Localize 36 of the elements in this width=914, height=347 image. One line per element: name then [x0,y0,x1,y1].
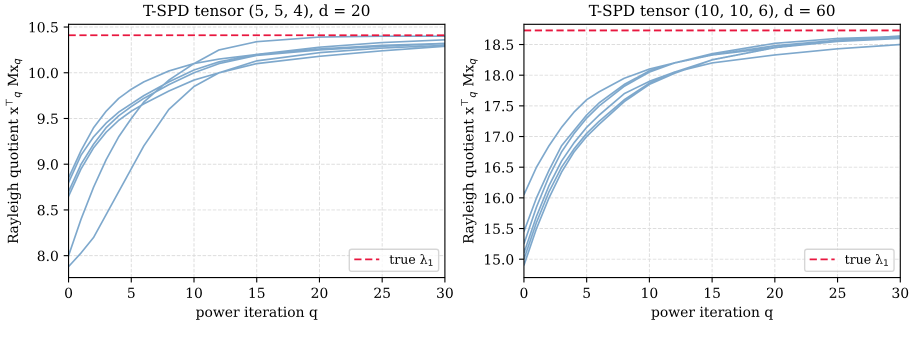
x-tick-label: 15 [250,288,264,298]
x-tick-label: 30 [892,288,908,298]
y-tick-label: 15.5 [484,224,514,234]
y-tick-label: 8.0 [38,250,58,262]
x-tick-label: 15 [704,288,720,298]
x-tick-label: 0 [65,288,72,298]
x-tick-label: 25 [830,288,846,298]
y-axis-title: Rayleigh quotient x$^{⊤}$$_{q}$ Mx$_{q}$ [6,58,22,244]
x-tick-label: 0 [520,288,528,298]
y-tick-label: 10.0 [30,68,58,78]
legend-label: true λ$_{1}$ [390,254,432,266]
y-tick-label: 17.0 [484,132,514,142]
y-tick-label: 17.5 [484,100,514,112]
x-tick-label: 10 [642,288,658,298]
x-axis-title: power iteration q [651,306,773,320]
y-tick-label: 9.0 [38,159,58,170]
x-tick-label: 20 [312,288,328,298]
x-axis-title: power iteration q [196,306,318,320]
chart-title: T-SPD tensor (5, 5, 4), d = 20 [143,4,370,18]
y-tick-label: 16.0 [484,192,514,204]
y-tick-label: 8.5 [38,204,58,216]
y-tick-label: 9.5 [38,113,58,124]
x-tick-label: 5 [583,288,590,298]
x-tick-label: 20 [766,288,783,298]
y-tick-label: 10.5 [30,22,58,33]
legend-label: true λ$_{1}$ [845,254,888,266]
x-tick-label: 25 [374,288,390,298]
y-tick-label: 16.5 [484,162,514,173]
y-tick-label: 18.5 [484,40,514,50]
y-tick-label: 15.0 [484,254,514,265]
y-axis-title: Rayleigh quotient x$^{⊤}$$_{q}$ Mx$_{q}$ [461,58,478,244]
x-tick-label: 5 [128,288,135,298]
chart-title: T-SPD tensor (10, 10, 6), d = 60 [588,4,835,18]
x-tick-label: 30 [437,288,453,298]
x-tick-label: 10 [186,288,202,298]
y-tick-label: 18.0 [484,70,514,81]
